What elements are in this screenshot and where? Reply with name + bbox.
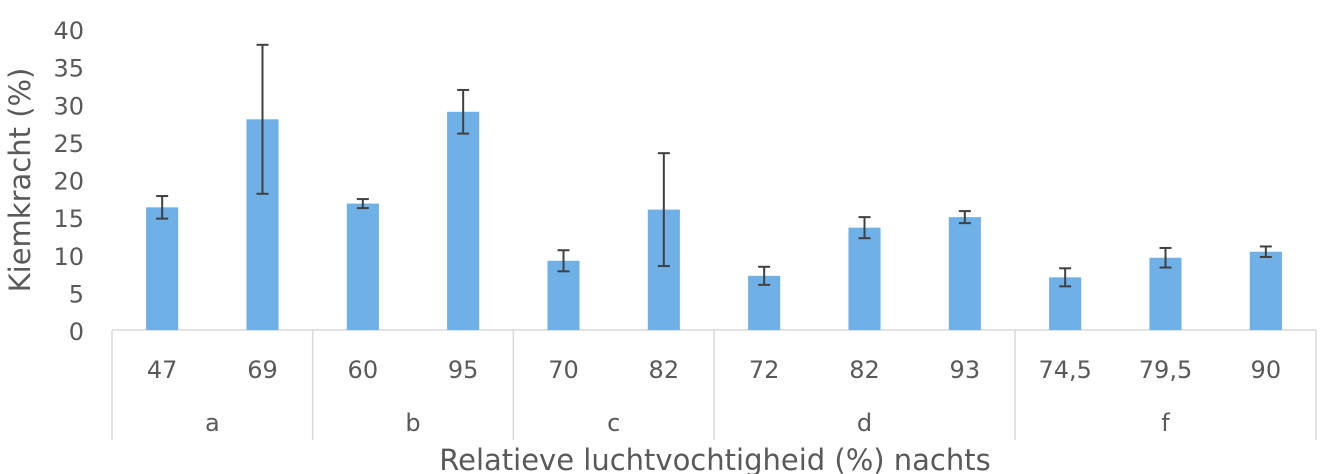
y-tick-label: 20 — [53, 168, 84, 196]
y-tick-label: 30 — [53, 92, 84, 120]
y-tick-label: 0 — [69, 318, 84, 346]
y-tick-label: 15 — [53, 205, 84, 233]
x-tick-label: 93 — [950, 356, 981, 384]
group-label: a — [205, 409, 220, 437]
x-tick-label: 47 — [147, 356, 178, 384]
x-tick-label: 70 — [548, 356, 579, 384]
x-tick-labels: 47 69 60 95 70 82 72 82 93 74,5 79,5 90 — [147, 356, 1281, 384]
bar — [547, 260, 580, 330]
y-tick-label: 5 — [69, 280, 84, 308]
bar — [146, 207, 179, 330]
x-tick-label: 72 — [749, 356, 780, 384]
x-tick-label: 90 — [1251, 356, 1282, 384]
y-tick-label: 40 — [53, 17, 84, 45]
y-tick-label: 35 — [53, 55, 84, 83]
x-tick-label: 79,5 — [1139, 356, 1192, 384]
x-tick-label: 82 — [849, 356, 880, 384]
group-label: c — [607, 409, 620, 437]
bar — [346, 203, 379, 330]
x-axis-title: Relatieve luchtvochtigheid (%) nachts — [439, 443, 990, 474]
y-tick-label: 25 — [53, 130, 84, 158]
bar — [1149, 257, 1182, 330]
x-tick-label: 60 — [348, 356, 379, 384]
y-axis: 0 5 10 15 20 25 30 35 40 — [53, 17, 84, 346]
x-tick-label: 82 — [649, 356, 680, 384]
x-tick-label: 69 — [247, 356, 278, 384]
group-label: f — [1161, 409, 1170, 437]
bar — [848, 227, 881, 330]
y-tick-label: 10 — [53, 243, 84, 271]
group-label: d — [857, 409, 872, 437]
y-axis-title: Kiemkracht (%) — [3, 68, 37, 293]
bar — [447, 111, 480, 331]
bar — [1249, 251, 1282, 330]
group-label: b — [405, 409, 420, 437]
x-tick-label: 74,5 — [1038, 356, 1091, 384]
x-tick-label: 95 — [448, 356, 479, 384]
bar — [948, 217, 981, 330]
bars — [146, 111, 1282, 331]
x-axis — [111, 329, 1317, 440]
error-bars — [156, 43, 1272, 288]
